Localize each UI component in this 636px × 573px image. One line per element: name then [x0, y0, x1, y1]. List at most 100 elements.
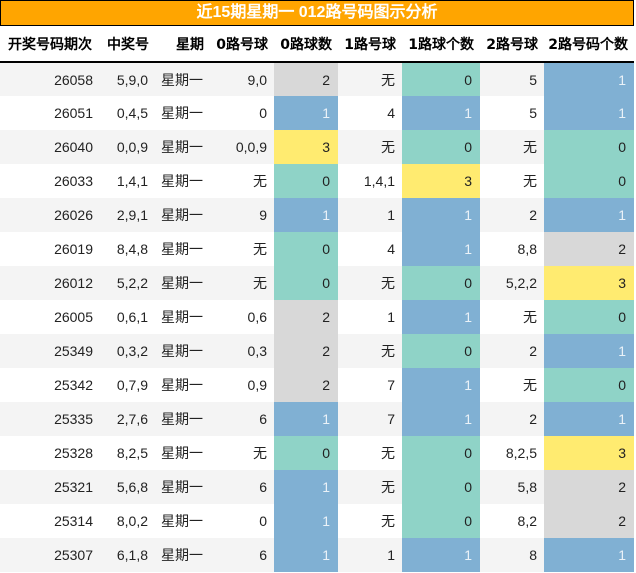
numbers-cell: 5,2,2: [100, 266, 155, 300]
numbers-cell: 0,0,9: [100, 130, 155, 164]
table-row: 25307 6,1,8 星期一 6 1 1 1 8 1: [0, 538, 634, 572]
numbers-cell: 6,1,8: [100, 538, 155, 572]
table-row: 25342 0,7,9 星期一 0,9 2 7 1 无 0: [0, 368, 634, 402]
weekday-cell: 星期一: [155, 164, 210, 198]
numbers-cell: 0,4,5: [100, 96, 155, 130]
r0-count-cell: 1: [274, 198, 338, 232]
numbers-cell: 5,6,8: [100, 470, 155, 504]
analysis-table: 开奖号码期次 中奖号 星期 0路号球 0路球数 1路号球 1路球个数 2路号球 …: [0, 26, 634, 572]
r2-count-cell: 1: [544, 198, 634, 232]
r2-balls-cell: 5,2,2: [480, 266, 544, 300]
r2-count-cell: 2: [544, 470, 634, 504]
weekday-cell: 星期一: [155, 504, 210, 538]
r1-count-cell: 1: [402, 368, 480, 402]
r0-balls-cell: 0: [210, 504, 274, 538]
r0-balls-cell: 6: [210, 470, 274, 504]
r0-balls-cell: 9,0: [210, 62, 274, 96]
r0-count-cell: 1: [274, 470, 338, 504]
numbers-cell: 8,2,5: [100, 436, 155, 470]
page-title: 近15期星期一 012路号码图示分析: [0, 0, 634, 26]
table-row: 25321 5,6,8 星期一 6 1 无 0 5,8 2: [0, 470, 634, 504]
r2-balls-cell: 8,8: [480, 232, 544, 266]
r1-balls-cell: 无: [338, 62, 402, 96]
r0-balls-cell: 9: [210, 198, 274, 232]
r1-count-cell: 0: [402, 436, 480, 470]
issue-cell: 26033: [0, 164, 100, 198]
r1-balls-cell: 无: [338, 436, 402, 470]
r0-count-cell: 0: [274, 436, 338, 470]
r2-count-cell: 0: [544, 368, 634, 402]
weekday-cell: 星期一: [155, 266, 210, 300]
numbers-cell: 0,6,1: [100, 300, 155, 334]
r0-count-cell: 0: [274, 266, 338, 300]
r1-balls-cell: 无: [338, 504, 402, 538]
weekday-cell: 星期一: [155, 470, 210, 504]
numbers-cell: 1,4,1: [100, 164, 155, 198]
issue-cell: 25335: [0, 402, 100, 436]
r0-balls-cell: 0,9: [210, 368, 274, 402]
r1-balls-cell: 无: [338, 266, 402, 300]
issue-cell: 25321: [0, 470, 100, 504]
table-row: 26058 5,9,0 星期一 9,0 2 无 0 5 1: [0, 62, 634, 96]
r2-balls-cell: 无: [480, 300, 544, 334]
r1-count-cell: 0: [402, 62, 480, 96]
weekday-cell: 星期一: [155, 436, 210, 470]
issue-cell: 26005: [0, 300, 100, 334]
r2-count-cell: 0: [544, 300, 634, 334]
r0-count-cell: 3: [274, 130, 338, 164]
r1-balls-cell: 1: [338, 300, 402, 334]
weekday-cell: 星期一: [155, 334, 210, 368]
issue-cell: 26058: [0, 62, 100, 96]
r2-count-cell: 2: [544, 232, 634, 266]
r2-count-cell: 1: [544, 62, 634, 96]
r2-count-cell: 3: [544, 266, 634, 300]
numbers-cell: 2,9,1: [100, 198, 155, 232]
r2-balls-cell: 2: [480, 334, 544, 368]
r2-balls-cell: 2: [480, 198, 544, 232]
issue-cell: 26026: [0, 198, 100, 232]
r0-balls-cell: 无: [210, 436, 274, 470]
r2-count-cell: 1: [544, 402, 634, 436]
issue-cell: 26040: [0, 130, 100, 164]
numbers-cell: 5,9,0: [100, 62, 155, 96]
column-header-r0-balls: 0路号球: [210, 26, 274, 63]
r1-balls-cell: 1: [338, 538, 402, 572]
r1-count-cell: 1: [402, 96, 480, 130]
r0-balls-cell: 6: [210, 402, 274, 436]
table-row: 26019 8,4,8 星期一无 0 4 1 8,8 2: [0, 232, 634, 266]
issue-cell: 25307: [0, 538, 100, 572]
r1-count-cell: 1: [402, 538, 480, 572]
weekday-cell: 星期一: [155, 130, 210, 164]
r0-balls-cell: 0,6: [210, 300, 274, 334]
r2-count-cell: 1: [544, 334, 634, 368]
issue-cell: 25314: [0, 504, 100, 538]
r2-count-cell: 0: [544, 130, 634, 164]
column-header-r1-balls: 1路号球: [338, 26, 402, 63]
issue-cell: 25328: [0, 436, 100, 470]
numbers-cell: 0,7,9: [100, 368, 155, 402]
weekday-cell: 星期一: [155, 232, 210, 266]
r0-count-cell: 2: [274, 334, 338, 368]
r0-count-cell: 1: [274, 402, 338, 436]
r1-count-cell: 1: [402, 198, 480, 232]
r0-count-cell: 2: [274, 368, 338, 402]
table-row: 26033 1,4,1 星期一无 0 1,4,1 3 无 0: [0, 164, 634, 198]
table-row: 26026 2,9,1 星期一 9 1 1 1 2 1: [0, 198, 634, 232]
r0-balls-cell: 0,0,9: [210, 130, 274, 164]
r1-count-cell: 1: [402, 300, 480, 334]
column-header-issue: 开奖号码期次: [0, 26, 100, 63]
table-row: 26051 0,4,5 星期一 0 1 4 1 5 1: [0, 96, 634, 130]
column-header-numbers: 中奖号: [100, 26, 155, 63]
r1-balls-cell: 无: [338, 334, 402, 368]
r1-balls-cell: 无: [338, 130, 402, 164]
r0-balls-cell: 无: [210, 232, 274, 266]
r1-balls-cell: 1,4,1: [338, 164, 402, 198]
r0-count-cell: 1: [274, 538, 338, 572]
column-header-r2-balls: 2路号球: [480, 26, 544, 63]
r1-count-cell: 3: [402, 164, 480, 198]
issue-cell: 25349: [0, 334, 100, 368]
r0-balls-cell: 无: [210, 266, 274, 300]
r2-count-cell: 2: [544, 504, 634, 538]
weekday-cell: 星期一: [155, 62, 210, 96]
